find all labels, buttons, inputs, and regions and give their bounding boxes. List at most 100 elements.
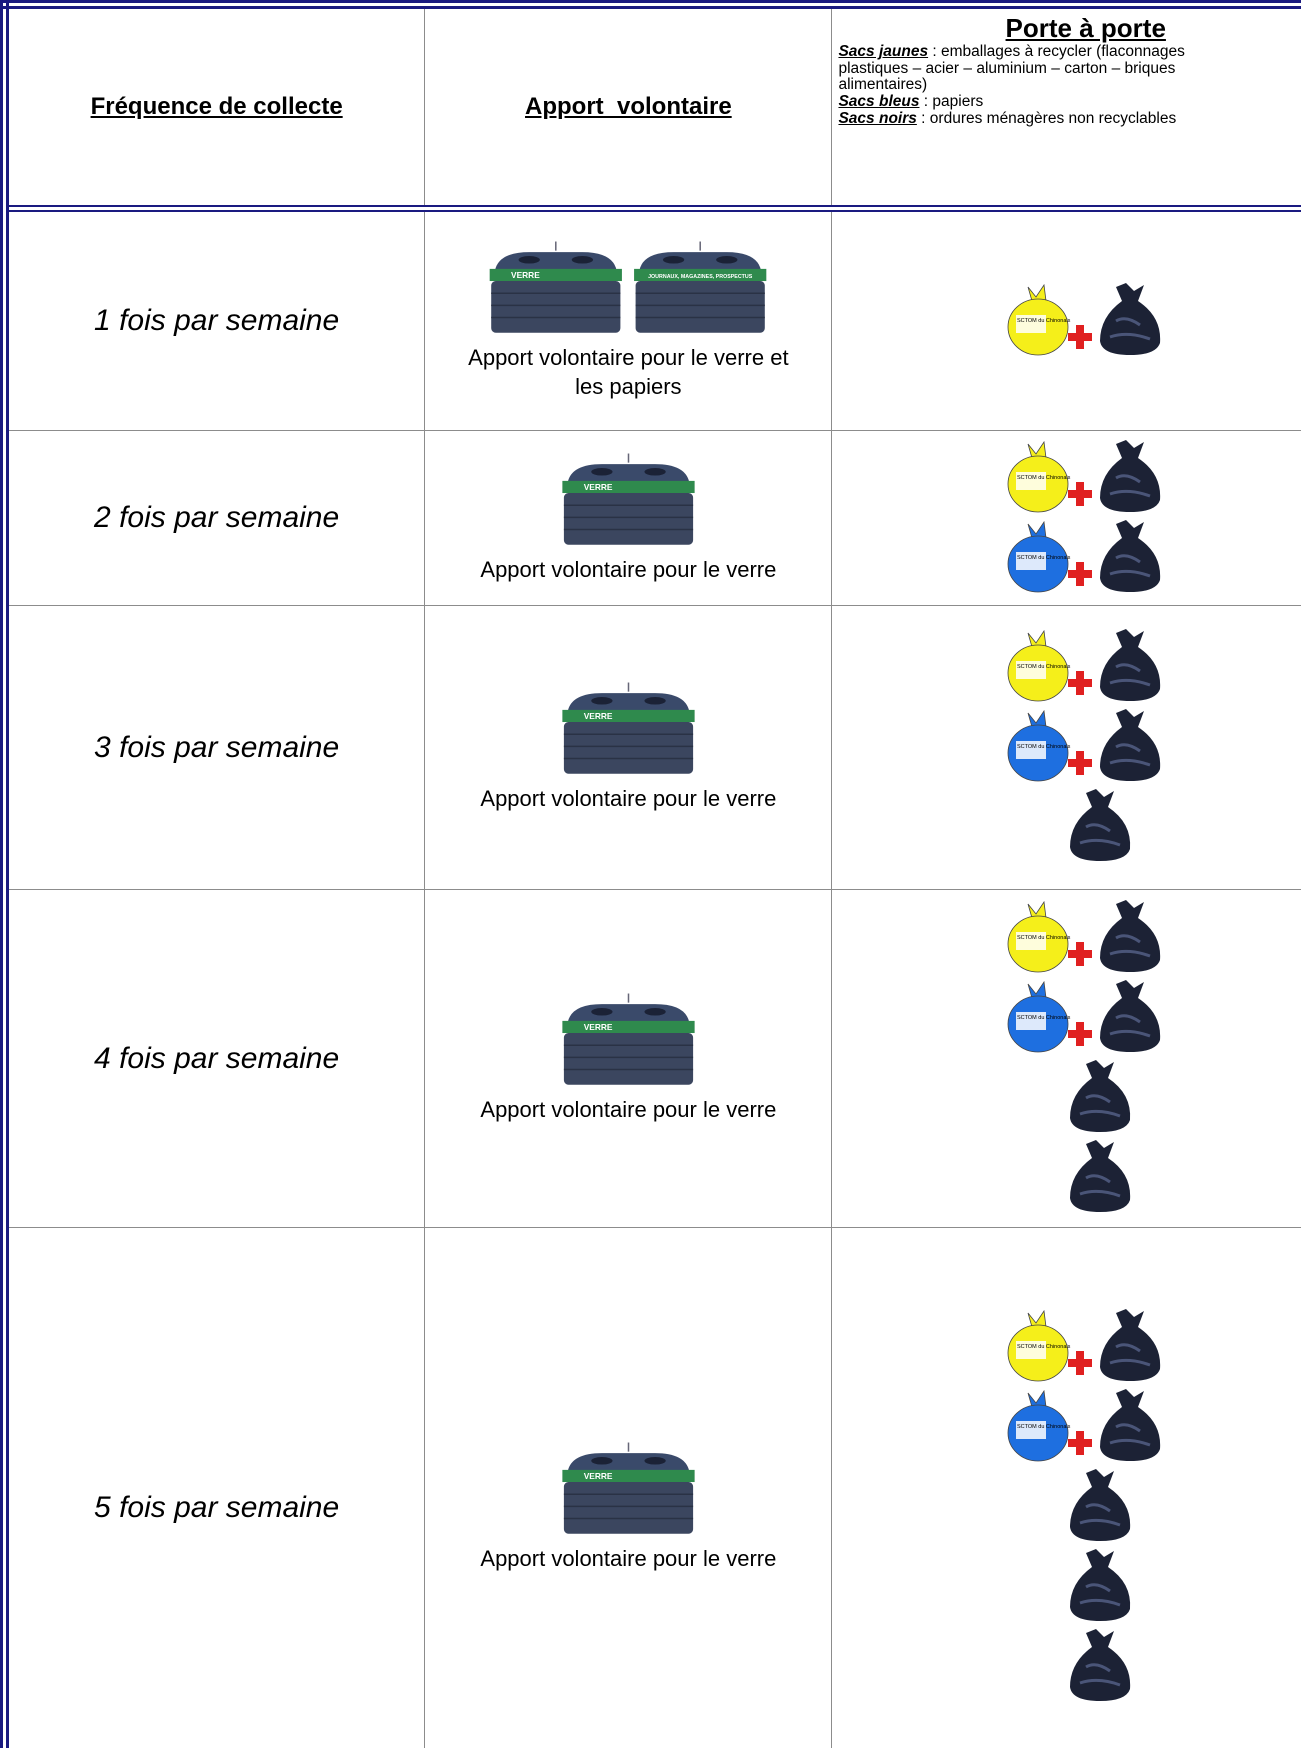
door-to-door-cell: SCTOM du Chinonais <box>831 208 1301 431</box>
sorting-bag-tag <box>1015 471 1046 490</box>
container-hole <box>518 255 541 264</box>
container-hole <box>644 1008 666 1016</box>
plus <box>1067 481 1092 506</box>
containers: VERRE <box>562 682 695 775</box>
legend-item: Sacs jaunes : emballages à recycler (fla… <box>838 43 1238 94</box>
sorting-bag: SCTOM du Chinonais <box>1007 440 1071 512</box>
legend-text: : papiers <box>919 93 984 111</box>
container-band <box>562 1470 695 1483</box>
legend-label: Sacs bleus <box>838 93 920 111</box>
sorting-bag-knot <box>1027 520 1047 538</box>
containers: VERRE <box>562 453 695 545</box>
black-bag-shine <box>1109 934 1151 958</box>
container-hole <box>591 697 613 705</box>
container-hole <box>644 467 666 476</box>
sorting-bag-tag <box>1015 1012 1046 1030</box>
header-cell: Porte à porte Sacs jaunes : emballages à… <box>831 4 1301 212</box>
container-band <box>634 268 767 282</box>
drop-off-cell: VERRE Apport volontaire pour le verre <box>424 1227 833 1748</box>
row: 2 fois par semaine VERRE Apport volontaire… <box>3 430 1301 606</box>
black-bag-shine <box>1109 553 1151 577</box>
black-bag-shine <box>1079 823 1121 847</box>
container-body <box>635 281 766 333</box>
header-cell: Fréquence de collecte <box>3 4 426 212</box>
container-band <box>562 480 695 493</box>
container-hole <box>663 255 685 264</box>
container-icon: VERRE <box>562 993 695 1086</box>
black-bag <box>1069 789 1130 861</box>
container-lid <box>567 693 690 712</box>
black-bag-shine <box>1109 663 1151 687</box>
sorting-bag: SCTOM du Chinonais <box>1007 709 1070 782</box>
frequency-cell: 2 fois par semaine <box>3 430 426 606</box>
row: 4 fois par semaine VERRE Apport volontaire… <box>3 889 1301 1228</box>
container-label: VERRE <box>584 482 613 492</box>
caption: Apport volontaire pour le verre <box>480 556 777 582</box>
black-bag <box>1099 900 1160 972</box>
door-to-door-cell: SCTOM du Chinonais SCTOM du Chinonais <box>831 430 1301 606</box>
black-bag-shine <box>1109 316 1151 340</box>
frequency: 4 fois par semaine <box>94 1041 340 1075</box>
header-cell: Apport volontaire <box>424 4 833 212</box>
container-hole <box>591 1457 613 1465</box>
sorting-bag-tag <box>1015 314 1046 333</box>
sorting-bag: SCTOM du Chinonais <box>1007 1389 1070 1462</box>
drop-off-cell: VERRE JOURNAUX, MAGAZINES, PROSPECTUS Appo… <box>424 208 833 431</box>
sorting-bag-tag <box>1015 661 1046 679</box>
door-to-door-title: Porte à porte <box>1005 13 1166 43</box>
frequency: 1 fois par semaine <box>94 304 340 337</box>
frequency-cell: 4 fois par semaine <box>3 889 426 1228</box>
container-hole <box>716 255 738 264</box>
sorting-bag-knot <box>1027 1309 1047 1328</box>
drop-off-cell: VERRE Apport volontaire pour le verre <box>424 430 833 606</box>
sorting-bag-label: SCTOM du Chinonais <box>1017 475 1071 481</box>
plus <box>1067 1431 1092 1455</box>
sorting-bag-label: SCTOM du Chinonais <box>1017 555 1071 561</box>
frequency: 2 fois par semaine <box>94 501 340 534</box>
plus <box>1067 671 1092 695</box>
container-label: JOURNAUX, MAGAZINES, PROSPECTUS <box>648 274 753 280</box>
container-hole <box>591 467 613 476</box>
sorting-bag-knot <box>1027 440 1047 458</box>
sorting-bag-tag <box>1015 1341 1046 1359</box>
sorting-bag-tag <box>1015 551 1046 570</box>
caption: Apport volontaire pour le verre <box>480 1097 777 1122</box>
sorting-bag-label: SCTOM du Chinonais <box>1017 935 1071 941</box>
sorting-bag-label: SCTOM du Chinonais <box>1017 664 1071 670</box>
black-bag-shine <box>1079 1174 1121 1198</box>
plus <box>1067 1351 1092 1375</box>
container-body <box>563 1482 693 1535</box>
row: 5 fois par semaine VERRE Apport volontaire… <box>3 1227 1301 1748</box>
sorting-bag-tag <box>1015 932 1046 950</box>
bags: SCTOM du Chinonais <box>1007 282 1160 355</box>
black-bag <box>1069 1469 1130 1541</box>
container-body <box>563 492 693 545</box>
container-lid <box>567 1453 690 1472</box>
sorting-bag-knot <box>1027 629 1047 648</box>
bag-legend: Sacs jaunes : emballages à recycler (fla… <box>832 43 1244 128</box>
black-bag <box>1099 1309 1160 1381</box>
container-hole <box>644 697 666 705</box>
sorting-bag: SCTOM du Chinonais <box>1007 900 1071 973</box>
black-bag-shine <box>1109 473 1151 497</box>
container-band <box>562 1021 695 1034</box>
sorting-bag-knot <box>1027 283 1047 301</box>
sorting-bag-tag <box>1015 741 1046 759</box>
header-row: Fréquence de collecte Apport volontaire … <box>3 4 1301 212</box>
sorting-bag: SCTOM du Chinonais <box>1007 629 1071 702</box>
legend-item: Sacs noirs : ordures ménagères non recyc… <box>838 110 1238 128</box>
container-hole <box>644 1457 666 1465</box>
container-body <box>491 281 621 333</box>
row: 3 fois par semaine VERRE Apport volontaire… <box>3 605 1301 890</box>
bags: SCTOM du Chinonais SCTOM du Chinonais <box>1007 439 1160 592</box>
container-icon: JOURNAUX, MAGAZINES, PROSPECTUS <box>634 241 767 333</box>
caption: Apport volontaire pour le verre et les p… <box>468 344 789 400</box>
drop-off-cell: VERRE Apport volontaire pour le verre <box>424 605 833 890</box>
row: 1 fois par semaine VERRE JOURNAUX, MAGAZIN… <box>3 208 1301 431</box>
black-bag <box>1069 1629 1130 1701</box>
container-label: VERRE <box>511 270 540 280</box>
container-icon: VERRE <box>562 682 695 775</box>
frequency-cell: 5 fois par semaine <box>3 1227 426 1748</box>
black-bag <box>1099 980 1160 1052</box>
